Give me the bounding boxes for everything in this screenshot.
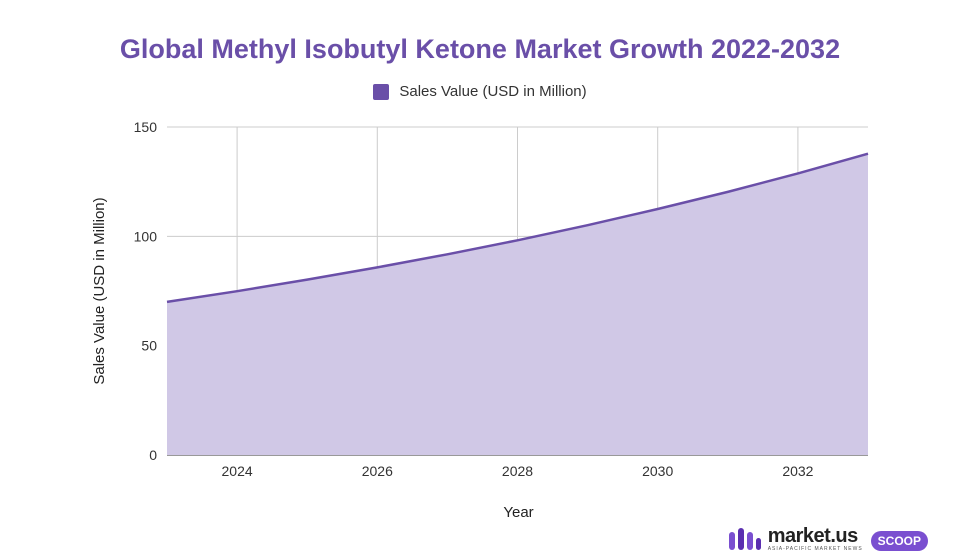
x-tick-label: 2026 [362, 463, 393, 479]
legend-label: Sales Value (USD in Million) [399, 83, 587, 100]
chart-title: Global Methyl Isobutyl Ketone Market Gro… [119, 34, 841, 64]
x-axis-ticks: 2024 2026 2028 2030 2032 [222, 463, 814, 479]
series-points [166, 153, 869, 303]
series-area-fill [167, 153, 868, 455]
x-tick-label: 2028 [502, 463, 533, 479]
brand-tagline: ASIA-PACIFIC MARKET NEWS [767, 546, 863, 552]
x-tick-label: 2024 [222, 463, 253, 479]
x-tick-label: 2030 [642, 463, 673, 479]
legend-swatch [373, 83, 390, 100]
brand-logo: market.us ASIA-PACIFIC MARKET NEWS SCOOP [728, 526, 928, 552]
y-tick-label: 50 [141, 338, 157, 354]
x-tick-label: 2032 [782, 463, 813, 479]
y-tick-label: 0 [149, 447, 157, 463]
chart-legend: Sales Value (USD in Million) [0, 83, 960, 100]
x-axis-title: Year [503, 504, 533, 521]
brand-name: market.us [767, 525, 858, 547]
y-tick-label: 100 [134, 228, 158, 244]
y-axis-title: Sales Value (USD in Million) [91, 197, 108, 384]
brand-badge: SCOOP [870, 531, 928, 551]
y-axis-ticks: 0 50 100 150 [134, 119, 158, 463]
y-tick-label: 150 [134, 119, 158, 135]
market-us-logo-icon [728, 528, 761, 550]
